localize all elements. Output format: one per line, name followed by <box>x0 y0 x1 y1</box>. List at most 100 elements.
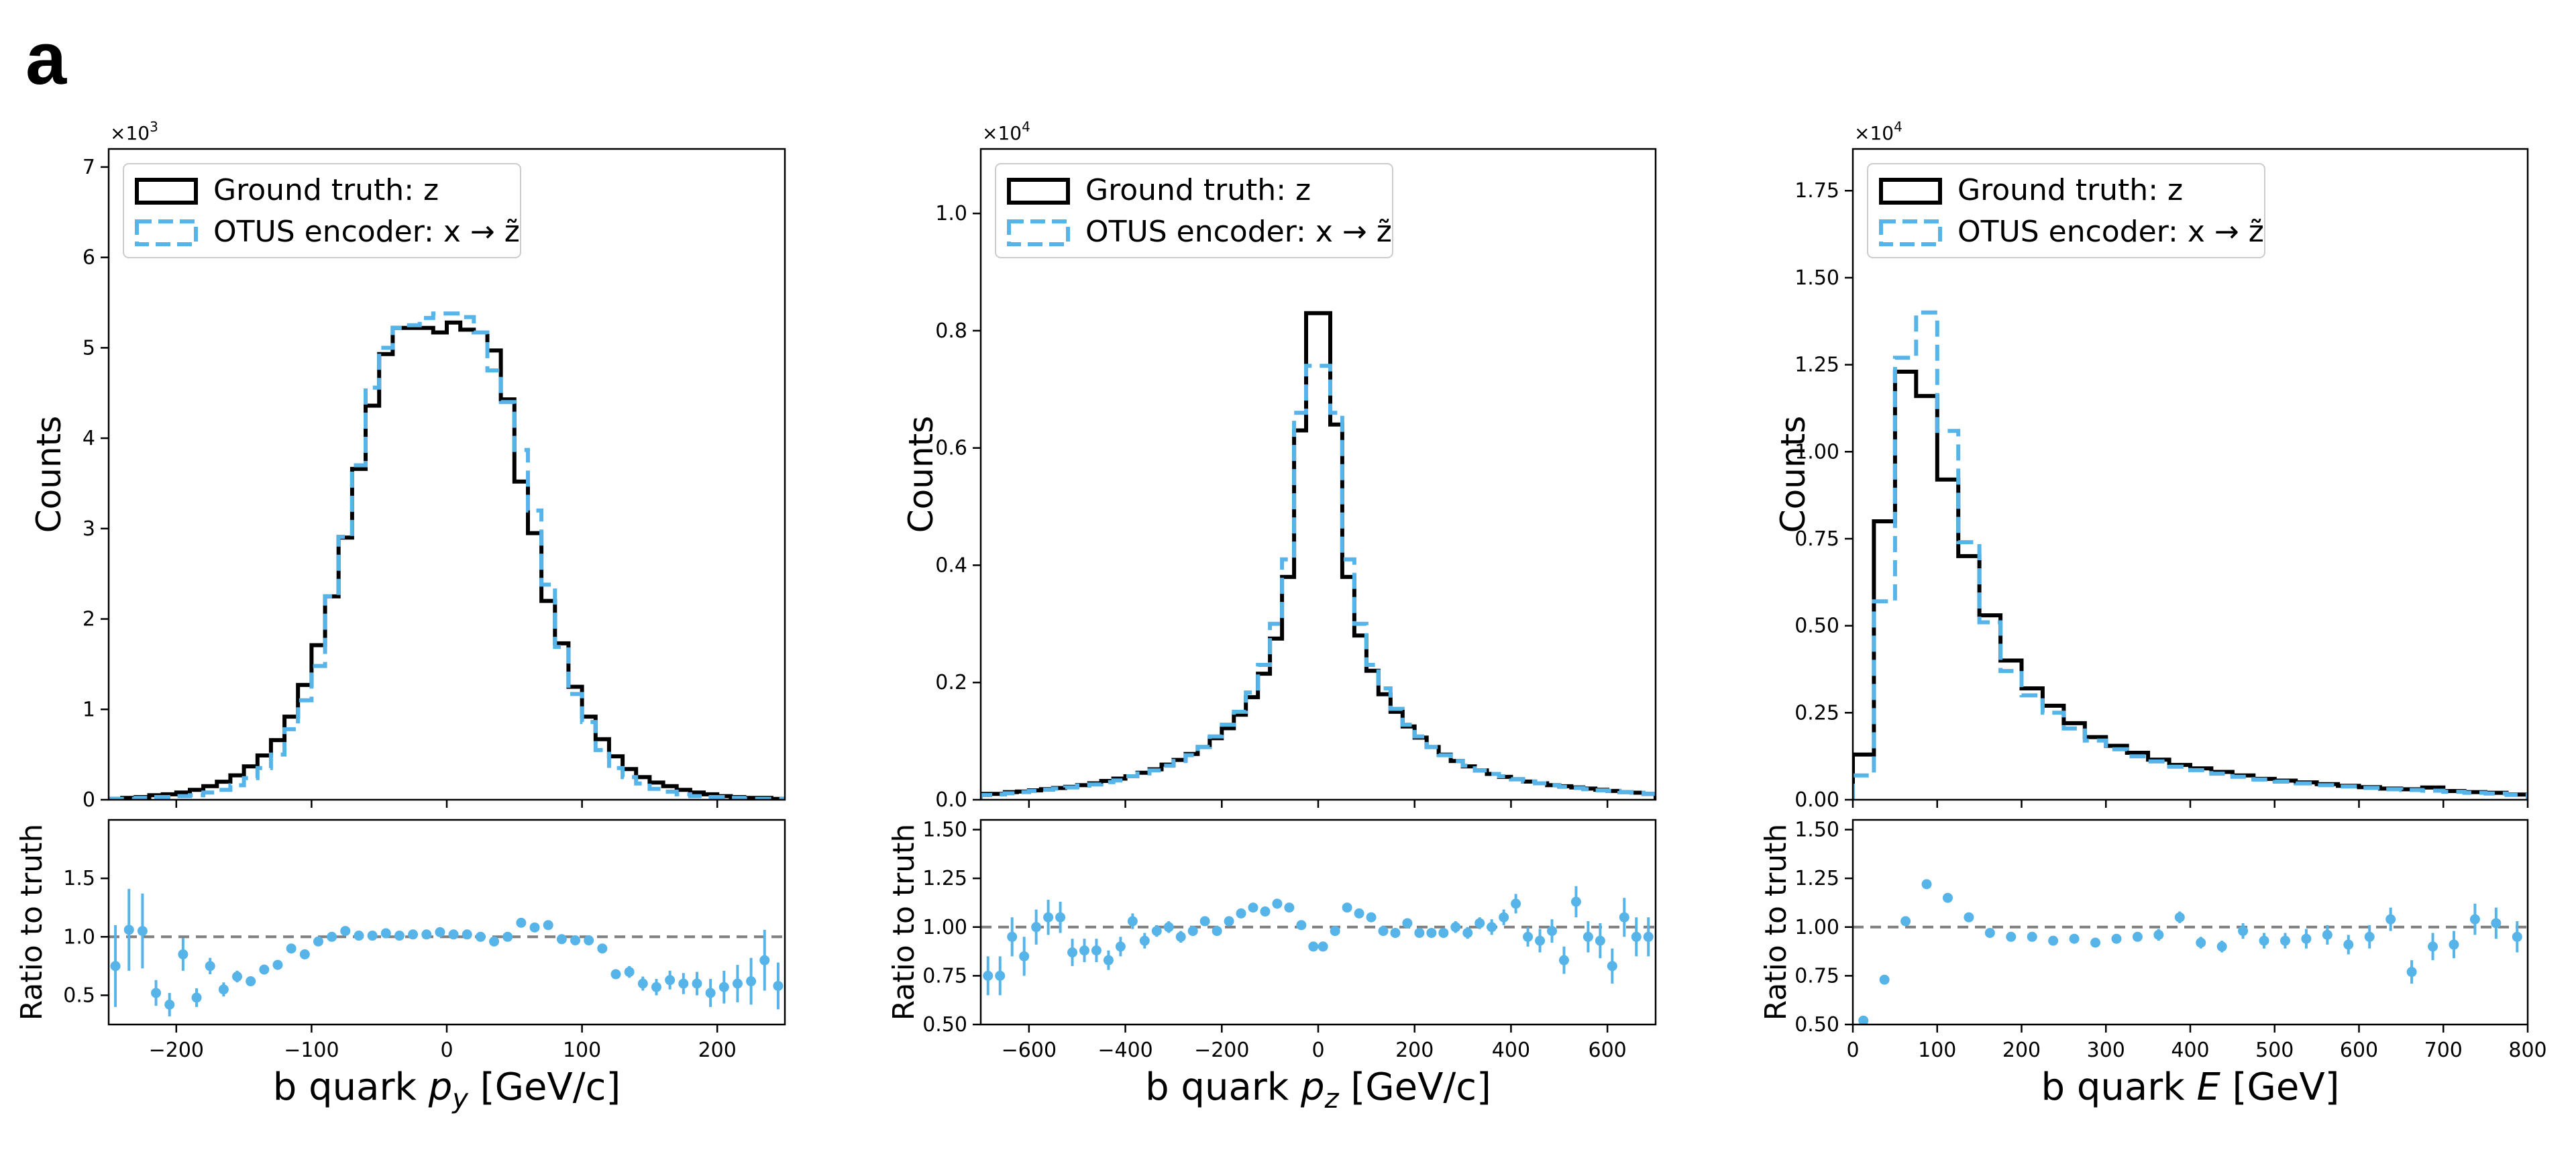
ratio-marker <box>2279 935 2290 946</box>
ratio-marker <box>2343 939 2354 950</box>
x-tick-label: 400 <box>1492 1039 1530 1062</box>
ratio-point <box>299 949 310 959</box>
ratio-point <box>2259 933 2269 949</box>
ratio-point <box>1450 921 1461 933</box>
ratio-point <box>1570 886 1581 918</box>
ratio-marker <box>1199 916 1210 927</box>
ratio-point <box>1964 912 1974 923</box>
ratio-y-tick-label: 1.25 <box>1794 867 1839 890</box>
truth-histogram-line <box>1853 370 2528 800</box>
ratio-marker <box>1296 920 1307 931</box>
ratio-marker <box>380 928 391 939</box>
ratio-marker <box>367 931 378 941</box>
ratio-marker <box>1236 908 1246 919</box>
ratio-marker <box>1511 898 1521 909</box>
ratio-y-tick-label: 1.5 <box>63 867 95 890</box>
ratio-marker <box>1067 947 1078 958</box>
ratio-point <box>516 917 527 928</box>
ratio-marker <box>489 936 500 947</box>
y-tick-label: 3 <box>83 517 95 541</box>
ratio-point <box>746 957 757 1005</box>
ratio-marker <box>1858 1015 1869 1025</box>
ratio-point <box>354 931 364 941</box>
ratio-point <box>178 938 189 971</box>
ratio-point <box>2006 931 2017 942</box>
ratio-point <box>1582 921 1593 953</box>
legend: Ground truth: z OTUS encoder: x → z̃ <box>995 163 1393 258</box>
x-tick-label: 100 <box>1918 1039 1956 1062</box>
ratio-marker <box>475 931 486 942</box>
ratio-point <box>1318 941 1328 952</box>
ratio-point <box>1115 937 1126 957</box>
ratio-point <box>1523 927 1534 947</box>
ratio-marker <box>2385 914 2396 925</box>
ratio-point <box>773 962 784 1010</box>
ratio-marker <box>1175 931 1186 942</box>
x-axis-label-prefix: b quark <box>1145 1065 1301 1109</box>
ratio-point <box>1858 1015 1869 1025</box>
ratio-y-tick-label: 1.0 <box>63 925 95 949</box>
x-axis-label-variable: p <box>428 1065 453 1109</box>
ratio-point <box>1284 902 1295 913</box>
ratio-marker <box>1308 941 1319 952</box>
ratio-point <box>246 976 256 987</box>
ratio-point <box>1511 894 1521 914</box>
legend-truth-label: Ground truth: z <box>1085 173 1311 207</box>
otus-histogram-line <box>981 364 1656 800</box>
y-offset-exponent: 3 <box>150 119 158 135</box>
x-axis-label-subscript: z <box>1324 1084 1340 1114</box>
y-tick-label: 5 <box>83 336 95 360</box>
ratio-point <box>2174 911 2185 923</box>
ratio-marker <box>408 929 419 940</box>
legend-otus-swatch <box>1879 219 1942 246</box>
ratio-point <box>1296 920 1307 931</box>
ratio-y-tick-label: 1.50 <box>1794 819 1839 842</box>
ratio-point <box>1879 974 1890 985</box>
ratio-point <box>205 957 215 975</box>
otus-histogram-line <box>1853 310 2528 800</box>
ratio-point <box>610 969 621 980</box>
ratio-marker <box>1426 927 1437 938</box>
ratio-point <box>1378 926 1389 937</box>
y-tick-label: 1.00 <box>1794 440 1839 464</box>
ratio-marker <box>272 959 283 970</box>
ratio-plot-area <box>1853 879 2528 1025</box>
ratio-point <box>1091 939 1102 963</box>
ratio-marker <box>1366 912 1377 923</box>
ratio-plot-area <box>109 888 785 1016</box>
ratio-marker <box>2174 912 2185 923</box>
ratio-point <box>1438 927 1449 938</box>
ratio-marker <box>259 964 270 975</box>
ratio-point <box>2428 933 2438 961</box>
legend-box <box>123 163 521 258</box>
truth-histogram-line <box>109 320 785 800</box>
ratio-marker <box>1487 922 1497 933</box>
y-tick-label: 1.75 <box>1794 179 1839 203</box>
y-tick-label: 0.6 <box>935 437 967 460</box>
ratio-point <box>2238 923 2249 939</box>
ratio-marker <box>529 922 540 933</box>
ratio-point <box>2111 933 2122 944</box>
ratio-point <box>1151 925 1162 937</box>
ratio-marker <box>502 931 513 942</box>
x-axis-label: b quark E [GeV] <box>2041 1065 2339 1109</box>
ratio-point <box>1031 909 1042 945</box>
otus-histogram-line <box>109 311 785 800</box>
ratio-point <box>421 929 432 940</box>
y-tick-label: 1.25 <box>1794 354 1839 377</box>
ratio-point <box>1547 919 1558 943</box>
ratio-marker <box>746 976 757 987</box>
x-tick-label: −200 <box>1194 1039 1249 1062</box>
ratio-marker <box>718 982 729 992</box>
ratio-point <box>2343 935 2354 955</box>
ratio-marker <box>2449 939 2459 950</box>
ratio-point <box>448 929 459 940</box>
x-axis-label: b quark pz [GeV/c] <box>1145 1065 1491 1114</box>
y-tick-label: 4 <box>83 427 95 450</box>
ratio-point <box>2449 931 2459 959</box>
ratio-point <box>394 931 405 941</box>
x-axis-label-subscript: y <box>451 1084 469 1114</box>
x-axis-label-variable: p <box>1300 1065 1325 1109</box>
ratio-marker <box>2301 933 2312 944</box>
ratio-point <box>1595 923 1605 959</box>
